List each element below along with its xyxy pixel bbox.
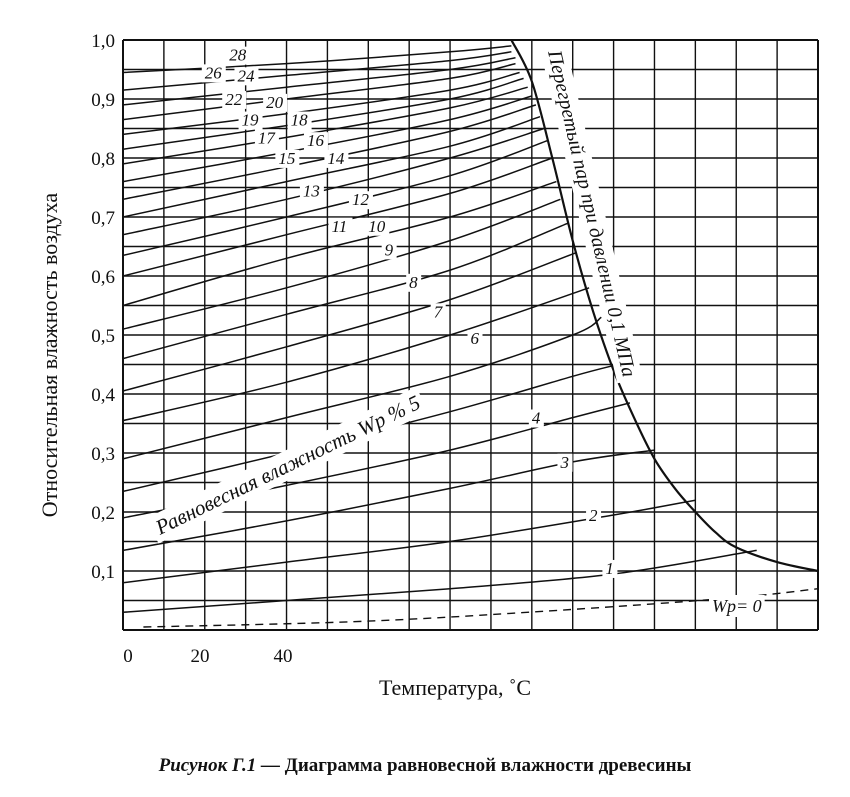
y-tick-label: 0,8 (91, 149, 115, 170)
curve-label-1: 1 (605, 559, 614, 578)
series-line-14 (122, 127, 545, 236)
curve-label-3: 3 (559, 453, 569, 472)
curve-label-24: 24 (237, 66, 255, 85)
zero-label: Wp= 0 (712, 596, 762, 616)
series-line-24 (122, 56, 516, 106)
curve-label-16: 16 (307, 131, 325, 150)
curve-label-14: 14 (327, 149, 345, 168)
y-tick-label: 1,0 (91, 31, 115, 52)
curve-label-10: 10 (368, 217, 386, 236)
curve-label-bg (275, 149, 300, 168)
curve-label-12: 12 (352, 190, 370, 209)
curve-label-bg (324, 149, 349, 168)
series-line-19 (122, 77, 524, 150)
x-tick-label: 40 (274, 646, 293, 667)
series-line-6 (122, 316, 602, 460)
series-line-20 (122, 71, 520, 136)
curve-label-bg (263, 93, 288, 112)
boundary-label-bg (540, 42, 643, 384)
series-line-10 (122, 198, 561, 330)
curve-label-bg (222, 90, 247, 109)
y-tick-label: 0,6 (91, 267, 115, 288)
curve-label-19: 19 (242, 111, 260, 130)
curve-label-13: 13 (303, 181, 320, 200)
curve-label-9: 9 (385, 240, 394, 259)
series-line-7 (122, 287, 590, 422)
series-line-28 (122, 45, 512, 74)
series-line-15 (122, 115, 541, 218)
curve-label-bg (238, 111, 263, 130)
caption-text: Диаграмма равновесной влажности древесин… (284, 755, 692, 776)
curve-label-bg (406, 273, 422, 292)
boundary-label: Перегретый пар при давлении 0,1 МПа (543, 47, 640, 379)
curve-label-bg (303, 132, 328, 151)
series-line-11 (122, 180, 557, 307)
curve-label-18: 18 (291, 111, 309, 130)
curve-label-15: 15 (278, 149, 295, 168)
curve-label-28: 28 (229, 46, 247, 65)
series-lines (122, 45, 819, 628)
curve-label-bg (328, 217, 353, 236)
y-tick-label: 0,4 (91, 385, 115, 406)
curve-label-4: 4 (532, 409, 541, 428)
curve-label-bg (557, 453, 573, 472)
curve-label-bg (467, 329, 483, 348)
curve-label-bg (226, 46, 251, 65)
series-line-2 (122, 499, 696, 584)
curve-label-bg (348, 191, 373, 210)
curve-label-6: 6 (471, 329, 480, 348)
zero-label-bg (709, 595, 765, 617)
curve-label-17: 17 (258, 128, 277, 147)
series-line-9 (122, 222, 569, 360)
x-tick-label: 0 (123, 646, 133, 667)
y-tick-label: 0,1 (91, 562, 115, 583)
y-tick-label: 0,2 (91, 503, 115, 524)
curve-label-bg (201, 64, 226, 83)
band-label-bg (146, 386, 429, 544)
curve-label-bg (254, 129, 279, 148)
curve-label-11: 11 (332, 217, 348, 236)
series-line-1 (122, 549, 757, 614)
series-line-26 (122, 51, 512, 91)
x-tick-label: 20 (191, 646, 210, 667)
boundary-curve (510, 39, 819, 573)
series-line-8 (122, 251, 578, 392)
curve-label-bg (586, 506, 602, 525)
curve-label-22: 22 (225, 90, 243, 109)
y-axis-title: Относительная влажность воздуха (37, 193, 62, 518)
curve-label-bg (528, 409, 544, 428)
series-line-18 (122, 86, 528, 165)
caption-number: Рисунок Г.1 — (158, 755, 281, 776)
series-line-12 (122, 157, 553, 277)
curve-label-8: 8 (409, 273, 418, 292)
curve-label-bg (234, 67, 259, 86)
figure-caption: Рисунок Г.1 — Диаграмма равновесной влаж… (0, 755, 850, 777)
saturation-boundary-line (510, 39, 819, 573)
y-tick-label: 0,7 (91, 208, 115, 229)
curve-label-bg (287, 111, 312, 130)
series-line-17 (122, 95, 533, 183)
y-tick-label: 0,3 (91, 444, 115, 465)
curve-label-7: 7 (434, 302, 444, 321)
curve-label-2: 2 (589, 506, 598, 525)
x-axis-title: Температура, ˚С (379, 675, 531, 700)
curve-label-20: 20 (266, 93, 284, 112)
curve-label-bg (430, 303, 446, 322)
series-line-3 (122, 449, 655, 552)
series-line-16 (122, 104, 537, 201)
curve-label-bg (299, 182, 324, 201)
curve-label-bg (602, 559, 618, 578)
curve-label-26: 26 (205, 63, 223, 82)
curve-label-bg (365, 217, 390, 236)
tick-labels: 0,1 0,2 0,3 0,4 0,5 0,6 0,7 0,8 0,9 1,0 0 20 40 (91, 31, 292, 667)
curve-label-bg (381, 241, 397, 260)
series-line-22 (122, 62, 516, 121)
series-line-5 (122, 363, 618, 493)
y-tick-label: 0,9 (91, 90, 115, 111)
y-tick-label: 0,5 (91, 326, 115, 347)
